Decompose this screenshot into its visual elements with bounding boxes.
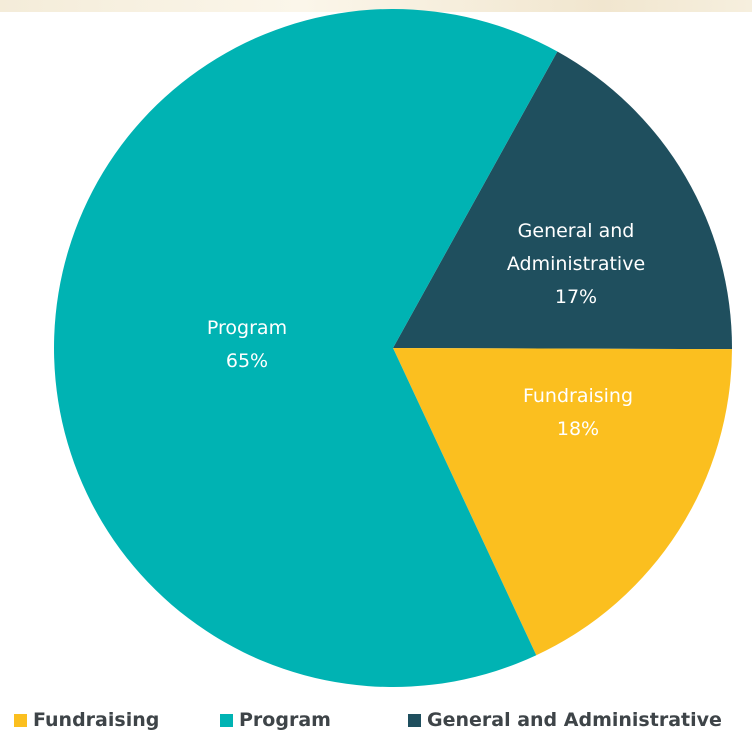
slice-label-line: 65% — [226, 350, 268, 372]
pie-slice-program — [54, 8, 558, 687]
slice-label-general-admin: General and Administrative 17% — [507, 220, 645, 308]
pie-slice-fundraising — [393, 348, 732, 656]
labels-layer: General and Administrative 17% Fundraising 1… — [207, 220, 645, 440]
legend-item-program: Program — [220, 706, 331, 734]
slices-layer — [54, 8, 733, 687]
legend-swatch-general-admin — [408, 714, 421, 727]
legend: Fundraising Program General and Administ… — [14, 706, 750, 734]
slice-label-fundraising: Fundraising 18% — [523, 385, 633, 440]
slice-label-line: Administrative — [507, 253, 645, 275]
slice-label-line: 18% — [557, 418, 599, 440]
slice-label-line: Fundraising — [523, 385, 633, 407]
legend-label-fundraising: Fundraising — [33, 709, 160, 731]
pie-chart: General and Administrative 17% Fundraising 1… — [54, 8, 733, 687]
legend-item-fundraising: Fundraising — [14, 706, 159, 734]
legend-swatch-program — [220, 714, 233, 727]
header-strip — [0, 0, 752, 12]
slice-label-line: Program — [207, 317, 287, 339]
legend-item-general-admin: General and Administrative — [408, 706, 722, 734]
legend-swatch-fundraising — [14, 714, 27, 727]
legend-label-program: Program — [239, 709, 331, 731]
slice-label-line: 17% — [555, 286, 597, 308]
slice-label-program: Program 65% — [207, 317, 287, 372]
slice-label-line: General and — [518, 220, 635, 242]
legend-label-general-admin: General and Administrative — [427, 709, 722, 731]
pie-slice-general-admin — [393, 51, 733, 350]
